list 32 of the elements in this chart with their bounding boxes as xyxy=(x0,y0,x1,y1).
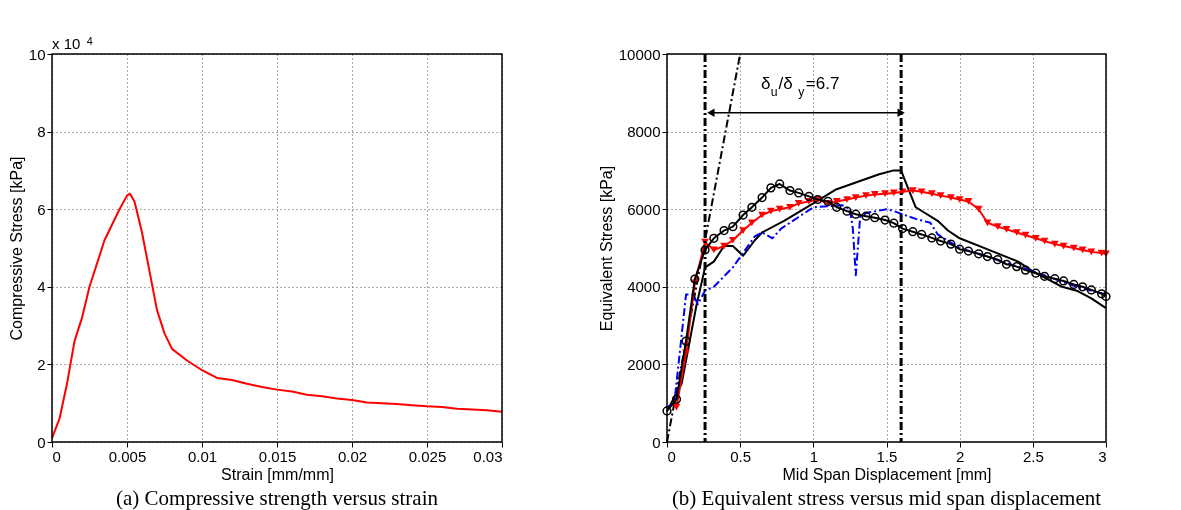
x-axis-title: Mid Span Displacement [mm] xyxy=(782,465,992,483)
y-tick-label: 6000 xyxy=(627,200,661,218)
x-tick-label: 0.01 xyxy=(187,447,218,465)
x-tick-label: 0.025 xyxy=(408,447,447,465)
y-tick-label: 0 xyxy=(652,433,661,451)
x-tick-label: 1.5 xyxy=(876,447,898,465)
x-tick-label: 0.015 xyxy=(258,447,297,465)
y-tick-label: 8 xyxy=(37,123,46,141)
text: (b) Equivalent stress versus mid span displacement xyxy=(671,486,1102,510)
x-tick-label: 0.03 xyxy=(473,447,503,465)
y-tick-label: 4 xyxy=(37,278,46,296)
y-axis-title: Compressive Stress [kPa] xyxy=(7,156,25,341)
x-tick-label: 1 xyxy=(809,447,819,465)
y-tick-label: 2 xyxy=(37,355,46,373)
y-tick-label: 6 xyxy=(37,200,46,218)
y-tick-label: 0 xyxy=(37,433,46,451)
y-tick-label: 2000 xyxy=(627,355,661,373)
y-axis-title: Equivalent Stress [kPa] xyxy=(597,165,615,332)
x-tick-label: 0.02 xyxy=(337,447,368,465)
x-tick-label: 0 xyxy=(667,447,676,465)
text: (a) Compressive strength versus strain xyxy=(116,486,439,510)
y-tick-label: 10000 xyxy=(618,45,661,63)
x-tick-label: 0.005 xyxy=(108,447,147,465)
y-tick-label: 10 xyxy=(28,45,46,63)
y-tick-label: 4000 xyxy=(627,278,661,296)
x-tick-label: 0.5 xyxy=(730,447,752,465)
x-tick-label: 2 xyxy=(955,447,965,465)
x-tick-label: 0 xyxy=(52,447,61,465)
x-axis-title: Strain [mm/mm] xyxy=(221,465,334,483)
x-tick-label: 3 xyxy=(1098,447,1107,465)
x-tick-label: 2.5 xyxy=(1022,447,1044,465)
y-tick-label: 8000 xyxy=(627,123,661,141)
